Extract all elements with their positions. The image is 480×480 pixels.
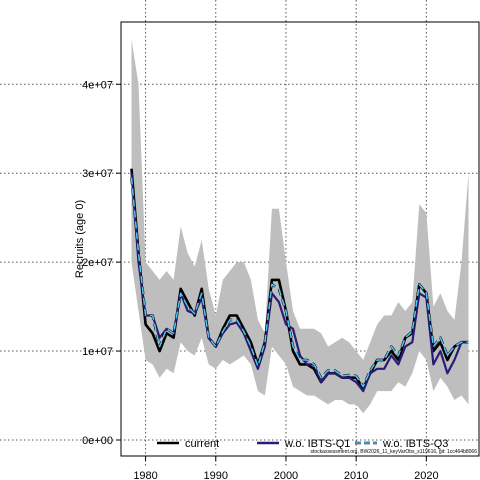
x-axis: 1980 1990 2000 2010 2020 (133, 456, 439, 480)
series-line-current (130, 168, 469, 390)
legend-label-w-o-ibts-q1: w.o. IBTS-Q1 (284, 438, 350, 450)
y-tick-label: 1e+07 (82, 346, 113, 358)
x-tick-label: 2010 (344, 470, 368, 480)
plot-frame (120, 21, 480, 457)
x-tick-label: 1990 (204, 470, 228, 480)
y-axis-label: Recruits (age 0) (74, 200, 86, 278)
confidence-band-area (131, 39, 469, 414)
y-tick-label: 3e+07 (82, 168, 113, 180)
x-tick-label: 2000 (274, 470, 298, 480)
confidence-band (131, 39, 469, 414)
footnote: stockassessment.org, BW2026_11_keyVarObs… (311, 449, 478, 455)
legend-label-w-o-ibts-q3: w.o. IBTS-Q3 (382, 438, 448, 450)
legend-label-current: current (185, 438, 219, 450)
x-tick-label: 2020 (414, 470, 438, 480)
y-axis: 0e+00 1e+07 2e+07 3e+07 4e+07 (82, 79, 121, 447)
legend: current w.o. IBTS-Q1 w.o. IBTS-Q3 (157, 438, 448, 450)
y-tick-label: 2e+07 (82, 257, 113, 269)
y-tick-label: 0e+00 (82, 435, 113, 447)
grid-lines (0, 0, 480, 466)
series-lines (130, 168, 469, 393)
series-line-w-o-ibts-q1 (130, 173, 469, 393)
y-tick-label: 4e+07 (82, 79, 113, 91)
x-tick-label: 1980 (133, 470, 157, 480)
